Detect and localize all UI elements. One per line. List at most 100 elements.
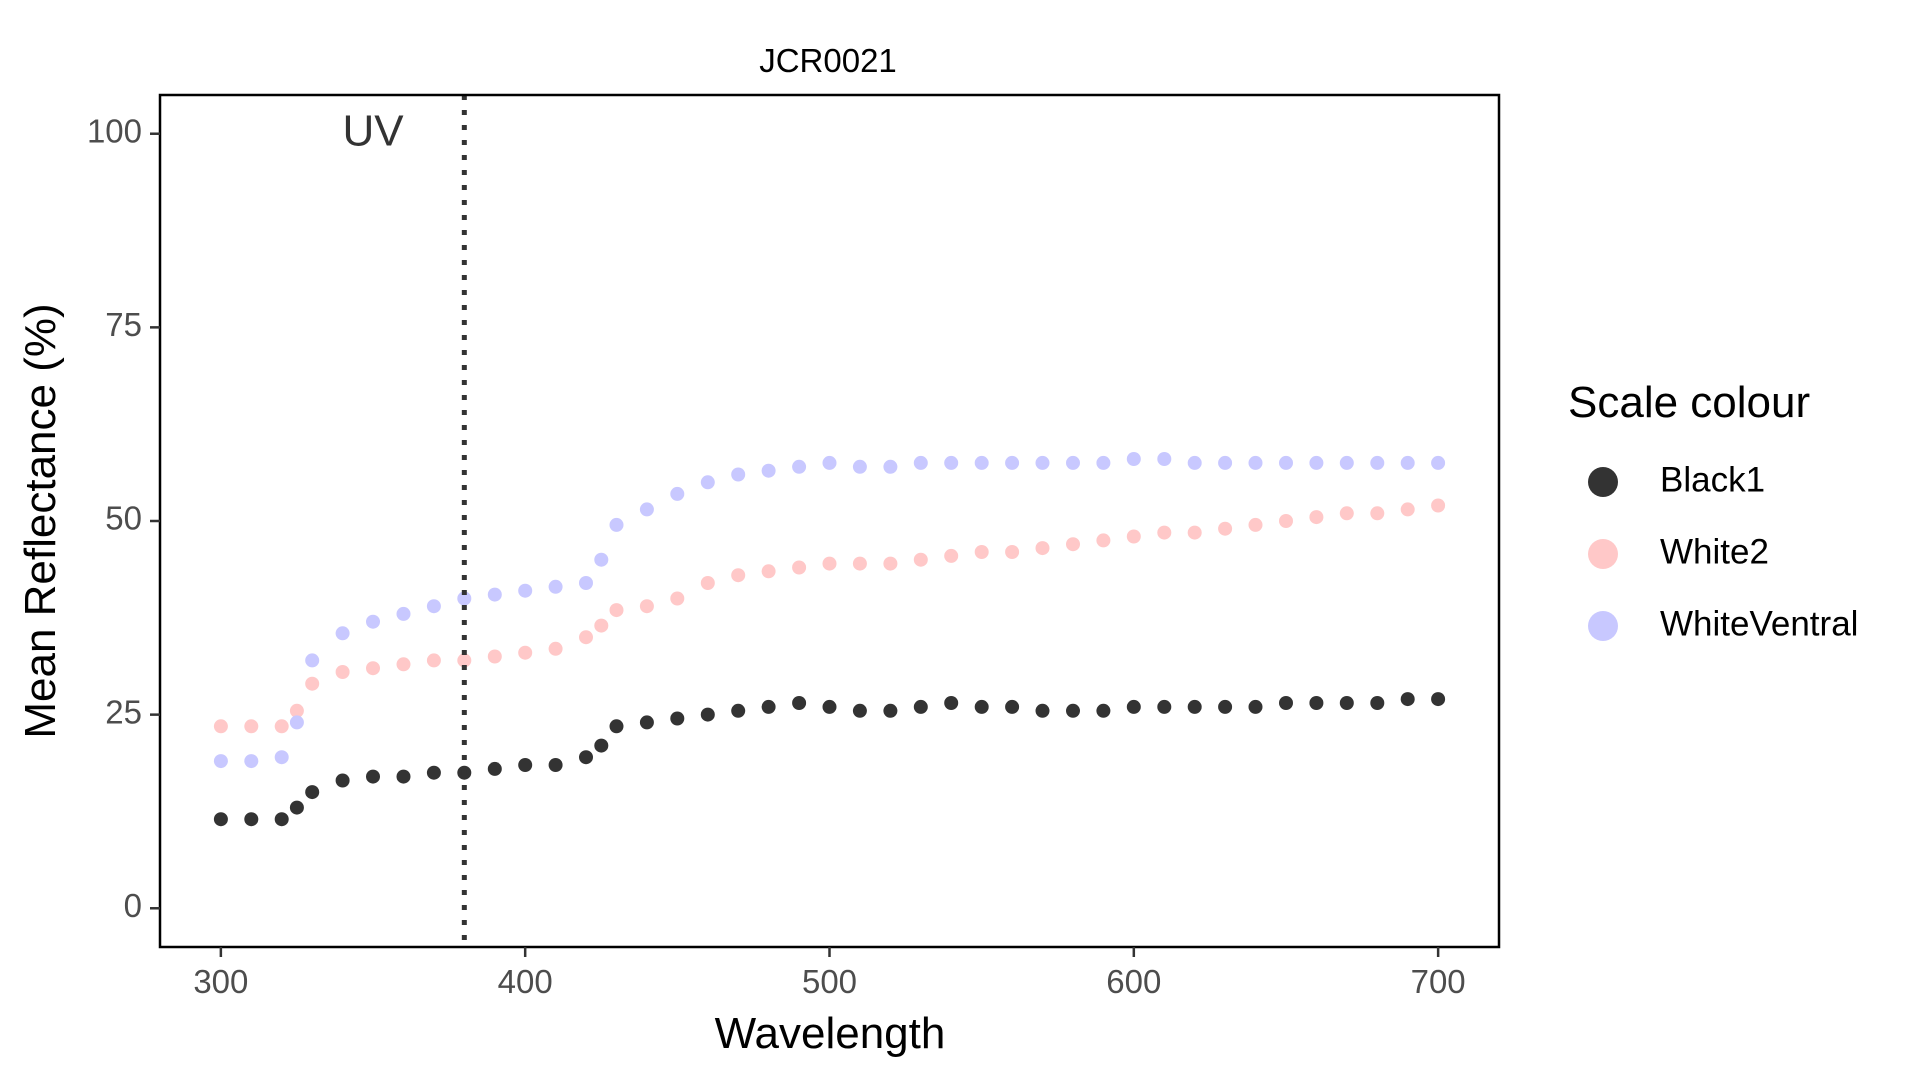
data-point (1370, 455, 1385, 470)
y-axis-title: Mean Reflectance (%) (16, 303, 65, 738)
data-point (1035, 703, 1050, 718)
data-point (457, 653, 472, 668)
data-point (792, 459, 807, 474)
y-axis: 0 25 50 75 100 (87, 112, 160, 924)
data-point (1339, 506, 1354, 521)
data-point (974, 699, 989, 714)
data-point (1066, 537, 1080, 552)
data-point (426, 599, 441, 614)
data-point (335, 626, 350, 641)
data-point (1005, 699, 1020, 714)
data-point (305, 785, 320, 800)
data-point (1126, 452, 1141, 466)
data-point (1126, 699, 1141, 714)
data-point (1005, 455, 1020, 470)
data-point (548, 641, 563, 656)
data-point (944, 548, 959, 563)
data-point (426, 653, 441, 668)
data-point (822, 699, 837, 714)
data-point (731, 703, 746, 718)
data-point (913, 699, 928, 714)
data-point (274, 719, 289, 734)
legend: Scale colour Black1 White2 WhiteVentral (1568, 378, 1858, 643)
data-point (548, 579, 563, 594)
data-point (700, 475, 715, 490)
data-point (761, 463, 776, 478)
data-point (1400, 502, 1415, 517)
data-point (487, 587, 502, 602)
data-point (1400, 692, 1415, 707)
data-point (1279, 696, 1293, 710)
data-point (974, 545, 989, 559)
data-point (883, 556, 898, 571)
data-point (457, 591, 472, 606)
chart-title: JCR0021 (759, 42, 897, 79)
data-point (639, 599, 654, 614)
y-tick-label: 25 (105, 693, 142, 730)
data-point (1005, 545, 1020, 559)
data-point (1096, 455, 1111, 470)
data-point (274, 812, 289, 827)
data-point (1309, 510, 1324, 525)
data-point (731, 467, 746, 482)
data-point (944, 696, 959, 710)
y-tick-label: 100 (87, 112, 142, 149)
legend-title: Scale colour (1568, 378, 1810, 427)
x-tick-label: 500 (802, 963, 857, 1000)
data-point (852, 459, 867, 474)
x-tick-label: 600 (1106, 963, 1161, 1000)
y-tick-label: 50 (105, 500, 142, 537)
data-point (1187, 699, 1202, 714)
data-point (1218, 455, 1233, 470)
data-point (1400, 455, 1415, 470)
data-point (852, 703, 867, 718)
data-point (1309, 455, 1324, 470)
data-point (305, 676, 320, 691)
data-point (518, 583, 533, 598)
data-point (1279, 455, 1293, 470)
data-point (1248, 455, 1263, 470)
data-point (670, 591, 685, 606)
legend-key-White2 (1588, 539, 1618, 569)
data-point (244, 719, 259, 734)
data-point (518, 758, 533, 772)
data-point (1096, 533, 1111, 548)
data-point (594, 552, 609, 567)
data-point (974, 455, 989, 470)
data-point (548, 758, 563, 772)
data-point (594, 738, 609, 753)
data-point (609, 603, 624, 618)
data-point (396, 606, 411, 621)
data-point (213, 719, 228, 734)
data-point (731, 568, 746, 583)
data-point (335, 773, 350, 788)
data-point (1339, 455, 1354, 470)
data-point (1066, 703, 1080, 718)
data-point (822, 556, 837, 571)
data-point (244, 812, 259, 827)
legend-label: Black1 (1660, 460, 1765, 499)
data-point (1157, 452, 1172, 466)
data-point (244, 754, 259, 769)
data-point (289, 703, 304, 718)
x-axis: 300 400 500 600 700 (193, 947, 1466, 1000)
data-point (761, 564, 776, 579)
data-point (700, 576, 715, 590)
data-point (1035, 541, 1050, 556)
plot-panel-border (158, 93, 1501, 949)
data-point (579, 750, 593, 765)
data-point (289, 800, 304, 815)
uv-annotation: UV (342, 106, 404, 155)
data-point (335, 665, 350, 679)
legend-key-Black1 (1588, 467, 1618, 497)
data-point (594, 618, 609, 633)
data-point (1187, 525, 1202, 540)
series-Black1 (213, 692, 1446, 827)
y-tick-label: 75 (105, 306, 142, 343)
data-point (487, 649, 502, 664)
data-point (1339, 696, 1354, 710)
x-axis-title: Wavelength (715, 1009, 946, 1058)
data-point (1157, 525, 1172, 540)
legend-key-WhiteVentral (1588, 611, 1618, 641)
